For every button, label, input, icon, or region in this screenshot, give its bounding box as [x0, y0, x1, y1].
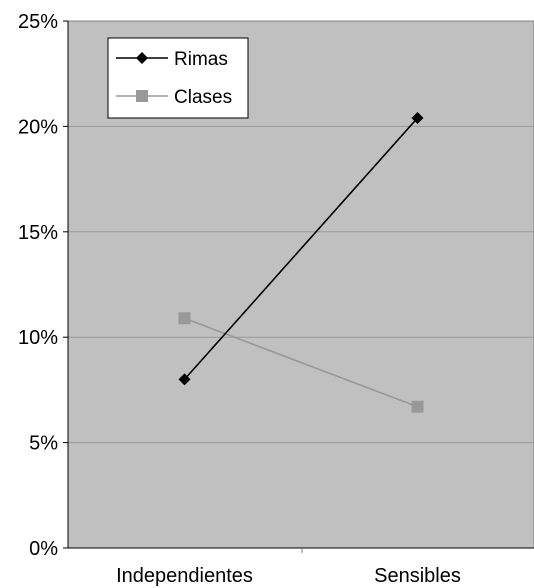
data-point-rimas — [178, 373, 191, 386]
data-point-rimas — [411, 111, 424, 124]
y-tick-label: 0% — [29, 538, 58, 560]
x-tick-label: Sensibles — [374, 565, 461, 587]
y-tick-label: 5% — [29, 433, 58, 455]
legend: Rimas Clases — [107, 37, 249, 119]
y-tick-label: 20% — [18, 116, 58, 138]
series-layer — [178, 111, 424, 413]
y-tick-label: 10% — [18, 327, 58, 349]
gridlines — [68, 125, 534, 444]
data-point-clases — [178, 312, 191, 325]
x-axis-ticks: Independientes Sensibles — [116, 565, 461, 587]
x-tick-label: Independientes — [116, 565, 253, 587]
legend-label-clases: Clases — [174, 87, 232, 108]
legend-label-rimas: Rimas — [174, 49, 228, 70]
y-tick-label: 25% — [18, 11, 58, 33]
y-tick-label: 15% — [18, 222, 58, 244]
data-point-clases — [411, 400, 424, 413]
legend-marker-rimas — [136, 52, 148, 64]
series-line-clases — [184, 317, 418, 408]
y-axis-ticks: 0% 5% 10% 15% 20% 25% — [18, 11, 68, 560]
legend-marker-clases — [136, 90, 148, 102]
legend-box — [107, 37, 249, 119]
series-line-rimas — [183, 117, 419, 380]
